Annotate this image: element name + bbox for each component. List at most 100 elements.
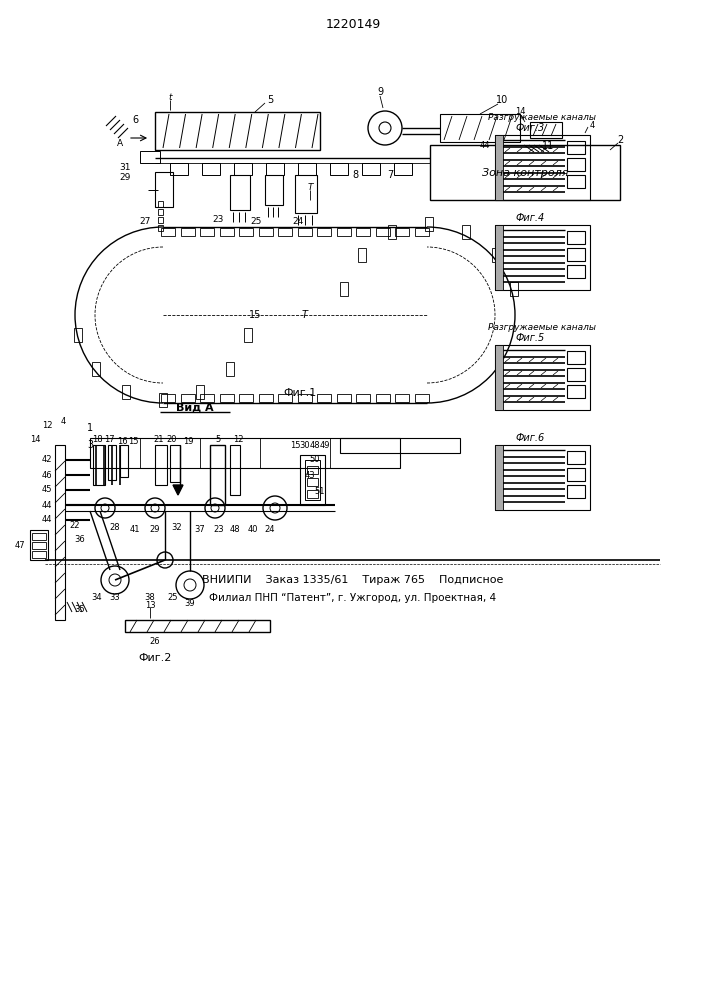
Text: 39: 39: [185, 598, 195, 607]
Text: 45: 45: [42, 486, 52, 494]
Bar: [395, 228, 409, 236]
Bar: [279, 394, 292, 402]
Text: 13: 13: [145, 600, 156, 609]
Bar: [495, 135, 590, 200]
Bar: [259, 228, 273, 236]
Text: 6: 6: [132, 115, 138, 125]
Bar: [180, 394, 194, 402]
Bar: [495, 135, 503, 200]
Bar: [180, 228, 194, 236]
Bar: [161, 394, 175, 402]
Text: 15: 15: [290, 440, 300, 450]
Bar: [337, 228, 351, 236]
Bar: [567, 141, 585, 154]
Bar: [317, 228, 332, 236]
Text: 12: 12: [42, 420, 52, 430]
Bar: [196, 385, 204, 399]
Bar: [362, 163, 380, 175]
Text: ВНИИПИ    Заказ 1335/61    Тираж 765    Подписное: ВНИИПИ Заказ 1335/61 Тираж 765 Подписное: [202, 575, 503, 585]
Bar: [530, 122, 562, 138]
Text: Фиг.3: Фиг.3: [515, 123, 544, 133]
Bar: [388, 225, 396, 239]
Bar: [425, 217, 433, 231]
Bar: [239, 394, 253, 402]
Bar: [305, 460, 320, 500]
Bar: [340, 282, 348, 296]
Text: Разгружаемые каналы: Разгружаемые каналы: [488, 324, 596, 332]
Text: Фиг.6: Фиг.6: [515, 433, 544, 443]
Text: 16: 16: [117, 438, 127, 446]
Text: 47: 47: [15, 540, 25, 550]
Text: 49: 49: [320, 440, 330, 450]
Text: 51: 51: [315, 488, 325, 496]
Bar: [567, 231, 585, 244]
Text: 38: 38: [145, 593, 156, 602]
Bar: [430, 145, 620, 200]
Text: 34: 34: [92, 593, 103, 602]
Bar: [74, 328, 82, 342]
Text: 17: 17: [104, 436, 115, 444]
Bar: [158, 201, 163, 207]
Text: 4: 4: [590, 120, 595, 129]
Text: A: A: [117, 138, 123, 147]
Bar: [234, 163, 252, 175]
Bar: [32, 542, 46, 549]
Text: 33: 33: [110, 593, 120, 602]
Bar: [495, 445, 503, 510]
Bar: [415, 394, 429, 402]
Text: 10: 10: [496, 95, 508, 105]
Bar: [495, 345, 590, 410]
Bar: [279, 228, 292, 236]
Text: 40: 40: [247, 526, 258, 534]
Text: 42: 42: [42, 456, 52, 464]
Bar: [140, 151, 160, 163]
Text: 12: 12: [233, 436, 243, 444]
Text: 20: 20: [167, 436, 177, 444]
Text: 14: 14: [515, 107, 525, 116]
Bar: [567, 468, 585, 481]
Bar: [376, 228, 390, 236]
Bar: [266, 163, 284, 175]
Bar: [495, 445, 590, 510]
Bar: [415, 228, 429, 236]
Text: 4: 4: [60, 418, 66, 426]
Bar: [202, 163, 220, 175]
Bar: [330, 163, 348, 175]
Text: 30: 30: [300, 440, 310, 450]
Text: 46: 46: [42, 471, 52, 480]
Bar: [462, 225, 470, 239]
Bar: [567, 248, 585, 261]
Bar: [395, 394, 409, 402]
Bar: [30, 530, 48, 560]
Bar: [307, 478, 318, 486]
Bar: [356, 394, 370, 402]
Text: 24: 24: [293, 218, 303, 227]
Text: 15: 15: [128, 438, 139, 446]
Text: 24: 24: [264, 526, 275, 534]
Bar: [356, 228, 370, 236]
Text: 50: 50: [310, 456, 320, 464]
Text: 29: 29: [150, 526, 160, 534]
Bar: [567, 351, 585, 364]
Polygon shape: [173, 485, 183, 495]
Text: 35: 35: [75, 605, 86, 614]
Text: 28: 28: [110, 524, 120, 532]
Text: Зона контроля: Зона контроля: [481, 167, 568, 178]
Bar: [495, 225, 590, 290]
Bar: [340, 438, 460, 453]
Bar: [125, 620, 270, 632]
Bar: [108, 445, 116, 480]
Bar: [158, 225, 163, 231]
Bar: [298, 228, 312, 236]
Text: 32: 32: [172, 524, 182, 532]
Bar: [230, 445, 240, 495]
Bar: [230, 175, 250, 210]
Bar: [376, 394, 390, 402]
Text: Филиал ПНП “Патент”, г. Ужгород, ул. Проектная, 4: Филиал ПНП “Патент”, г. Ужгород, ул. Про…: [209, 593, 496, 603]
Bar: [495, 225, 503, 290]
Bar: [170, 163, 188, 175]
Bar: [90, 438, 400, 468]
Text: 43: 43: [305, 471, 315, 480]
Bar: [394, 163, 412, 175]
Bar: [337, 394, 351, 402]
